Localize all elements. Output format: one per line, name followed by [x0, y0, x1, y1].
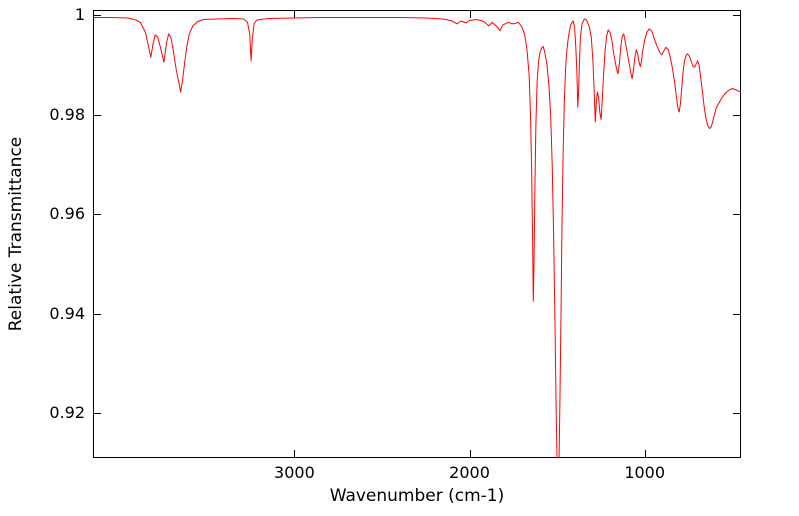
y-tick-label: 0.98 — [49, 104, 85, 124]
y-tick-label: 0.94 — [49, 303, 85, 323]
y-tick-label: 1 — [74, 4, 85, 24]
y-axis-label: Relative Transmittance — [6, 136, 26, 332]
y-tick-label: 0.96 — [49, 204, 85, 224]
y-tick-label: 0.92 — [49, 403, 85, 423]
x-tick-label: 3000 — [274, 463, 315, 482]
x-tick-label: 2000 — [449, 463, 490, 482]
x-tick-label: 1000 — [624, 463, 666, 482]
x-axis-label: Wavenumber (cm-1) — [329, 486, 505, 506]
spectrum-line — [93, 17, 741, 458]
plot-border — [93, 10, 741, 458]
